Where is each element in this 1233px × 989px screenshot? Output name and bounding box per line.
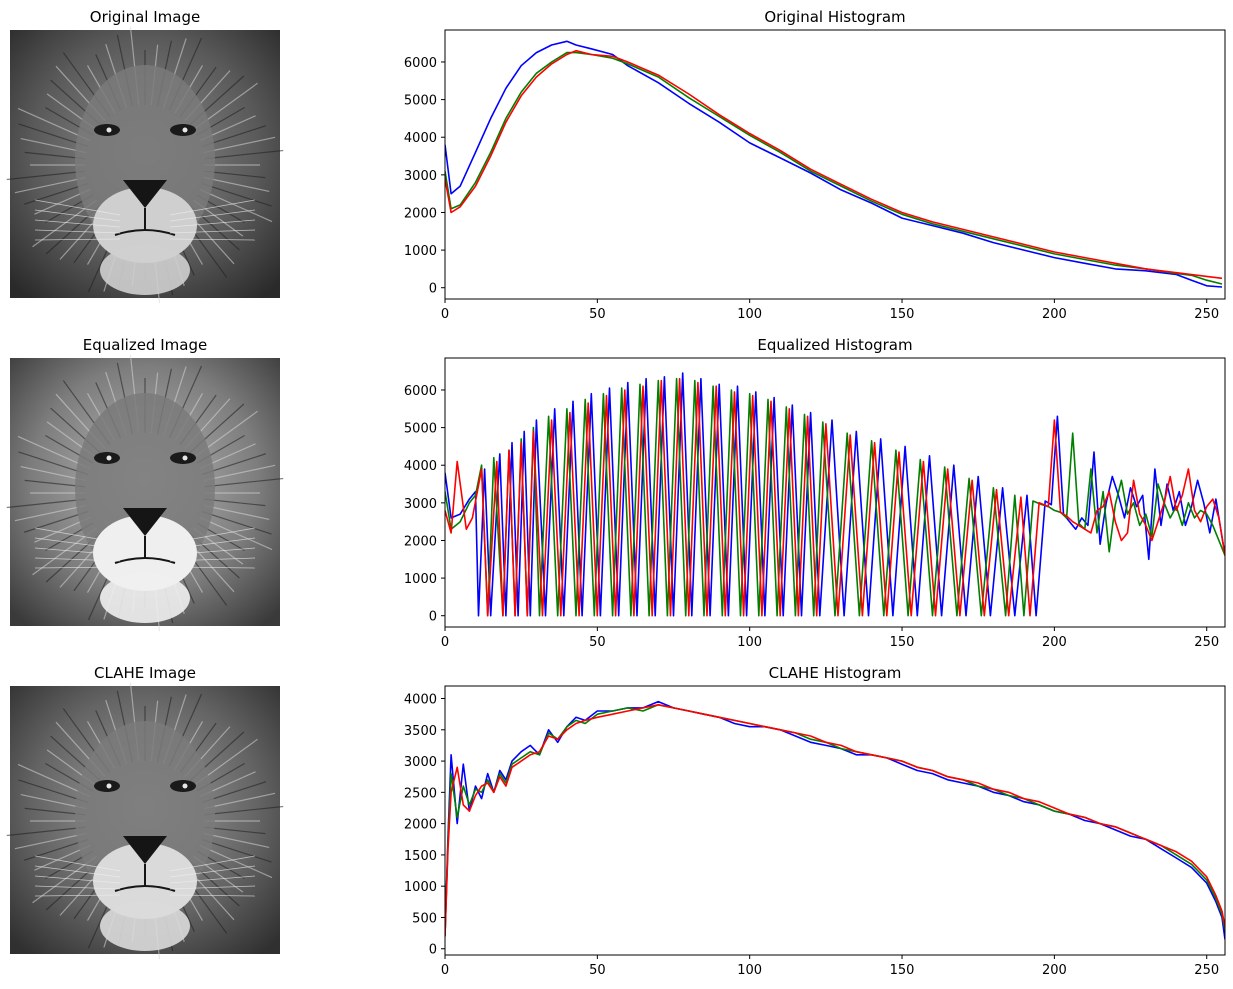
clahe-histogram-ytick-label: 2500 [404, 786, 437, 801]
equalized-histogram-xtick-label: 250 [1194, 635, 1219, 650]
clahe-histogram-ytick-label: 2000 [404, 818, 437, 833]
original-histogram-ytick-label: 1000 [404, 244, 437, 259]
original-histogram-xtick-label: 0 [441, 307, 449, 322]
clahe-histogram-xtick-label: 100 [737, 963, 762, 978]
original-histogram-ytick-label: 3000 [404, 169, 437, 184]
equalized-histogram-ytick-label: 1000 [404, 572, 437, 587]
clahe-histogram-title: CLAHE Histogram [769, 664, 902, 682]
original-histogram-ytick-label: 0 [429, 282, 437, 297]
equalized-histogram-ytick-label: 4000 [404, 459, 437, 474]
clahe-histogram-xtick-label: 250 [1194, 963, 1219, 978]
equalized-histogram-title: Equalized Histogram [757, 336, 912, 354]
clahe-histogram-ytick-label: 1000 [404, 880, 437, 895]
clahe-image-title: CLAHE Image [94, 664, 196, 682]
equalized-histogram-axes-frame [444, 357, 1226, 628]
clahe-histogram-blue-channel-line [445, 700, 1225, 940]
equalized-histogram-ytick-label: 0 [429, 610, 437, 625]
original-histogram-ytick-label: 4000 [404, 131, 437, 146]
equalized-image-title: Equalized Image [83, 336, 207, 354]
equalized-lion-image: Equalized Image [6, 336, 284, 632]
clahe-histogram-ytick-label: 500 [412, 911, 437, 926]
original-histogram-blue-channel-line [445, 40, 1223, 288]
clahe-histogram-ytick-label: 0 [429, 943, 437, 958]
equalized-histogram-xtick-label: 150 [890, 635, 915, 650]
original-histogram-ytick-label: 2000 [404, 206, 437, 221]
original-histogram-ytick-label: 5000 [404, 94, 437, 109]
equalized-histogram-red-channel-line [445, 377, 1225, 617]
equalized-histogram-blue-channel-line [445, 372, 1225, 617]
original-histogram-xtick-label: 50 [589, 307, 606, 322]
equalized-histogram-xtick-label: 100 [737, 635, 762, 650]
equalized-histogram-ytick-label: 3000 [404, 497, 437, 512]
clahe-histogram-ytick-label: 4000 [404, 693, 437, 708]
clahe-histogram-ytick-label: 1500 [404, 849, 437, 864]
clahe-histogram-xtick-label: 150 [890, 963, 915, 978]
original-histogram-red-channel-line [445, 49, 1223, 280]
clahe-histogram-ytick-label: 3000 [404, 755, 437, 770]
original-histogram: Original Histogram 0 50 100 150 200 250 0 1000 20… [404, 8, 1226, 322]
original-image-title: Original Image [90, 8, 200, 26]
equalized-histogram-ytick-label: 6000 [404, 384, 437, 399]
clahe-histogram-ytick-label: 3500 [404, 724, 437, 739]
clahe-histogram-red-channel-line [445, 703, 1225, 937]
original-lion-image: Original Image [6, 8, 284, 304]
original-histogram-xtick-label: 150 [890, 307, 915, 322]
equalized-histogram-xtick-label: 50 [589, 635, 606, 650]
clahe-lion-image: CLAHE Image [6, 664, 284, 960]
clahe-histogram-axes-frame [444, 685, 1226, 956]
original-histogram-xtick-label: 250 [1194, 307, 1219, 322]
equalized-histogram-green-channel-line [445, 377, 1225, 617]
clahe-histogram-green-channel-line [445, 703, 1225, 937]
clahe-histogram-xtick-label: 0 [441, 963, 449, 978]
equalized-histogram-ytick-label: 5000 [404, 422, 437, 437]
equalized-histogram: Equalized Histogram 0 50 100 150 200 250 0 1000 2… [404, 336, 1226, 650]
original-histogram-xtick-label: 200 [1042, 307, 1067, 322]
clahe-histogram-xtick-label: 50 [589, 963, 606, 978]
equalized-histogram-xtick-label: 200 [1042, 635, 1067, 650]
equalized-histogram-xtick-label: 0 [441, 635, 449, 650]
original-histogram-axes-frame [444, 29, 1226, 300]
clahe-histogram-xtick-label: 200 [1042, 963, 1067, 978]
original-histogram-ytick-label: 6000 [404, 56, 437, 71]
original-histogram-xtick-label: 100 [737, 307, 762, 322]
equalized-histogram-ytick-label: 2000 [404, 534, 437, 549]
original-histogram-green-channel-line [445, 51, 1223, 285]
original-histogram-title: Original Histogram [764, 8, 905, 26]
